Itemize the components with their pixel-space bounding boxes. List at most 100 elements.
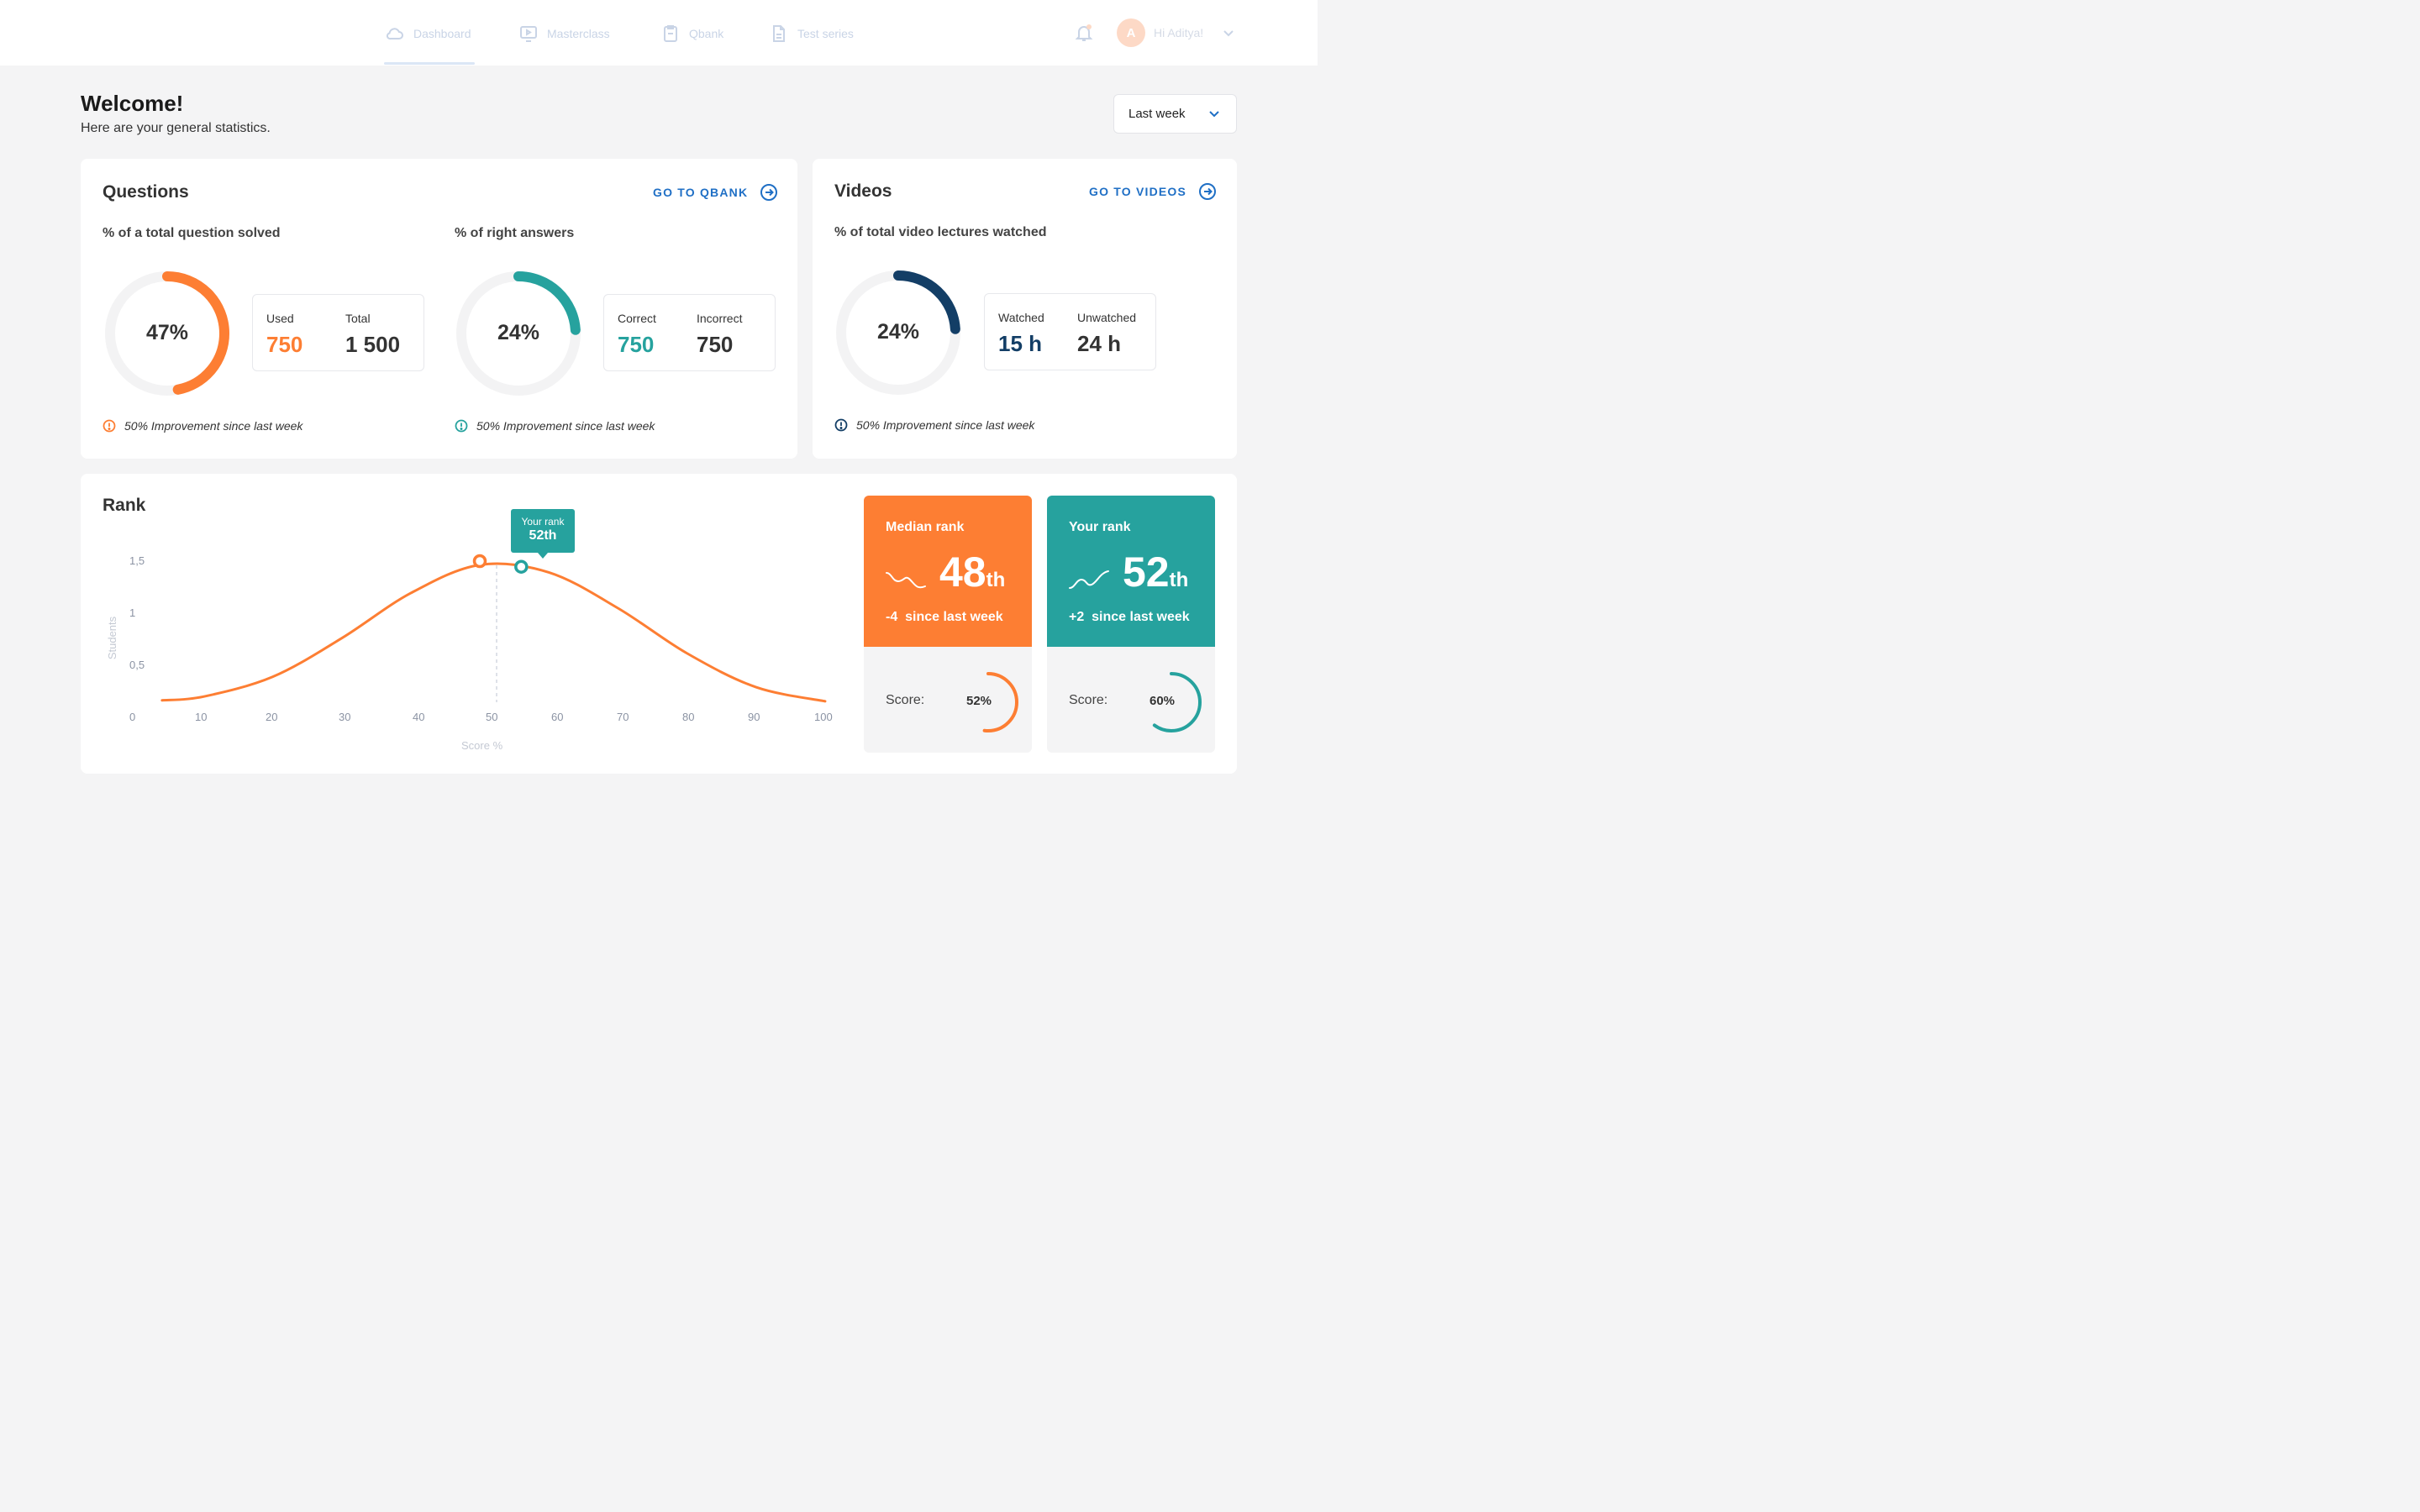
right-answers-stats-box: Correct 750 Incorrect 750 [603,294,776,371]
period-select-value: Last week [1128,107,1186,121]
nav-test-series[interactable]: Test series [769,24,854,44]
videos-percent: 24% [876,320,920,344]
videos-title: Videos [834,181,892,201]
document-icon [773,25,785,42]
bell-icon[interactable] [1074,23,1094,43]
go-to-videos-link[interactable]: GO TO VIDEOS [1089,182,1217,201]
y-tick-0-5: 0,5 [129,659,145,671]
page-title: Welcome! [81,91,184,116]
median-score-arc [958,672,1018,732]
tooltip-value: 52th [529,528,557,543]
tooltip-label: Your rank [521,516,565,528]
nav-qbank[interactable]: Qbank [660,24,723,44]
x-tick-40: 40 [413,711,425,723]
videos-improvement-text: 50% Improvement since last week [856,418,1035,432]
questions-title: Questions [103,182,189,202]
right-answers-donut-arc [456,271,581,396]
video-icon [520,26,537,42]
x-tick-60: 60 [551,711,564,723]
median-rank-delta: -4 [886,610,898,624]
your-score-arc [1141,672,1202,732]
x-tick-100: 100 [814,711,833,723]
x-tick-90: 90 [748,711,760,723]
alert-circle-icon [834,418,848,432]
y-tick-1-5: 1,5 [129,554,145,567]
right-answers-donut [456,271,581,396]
trend-up-icon [1069,570,1109,589]
alert-circle-icon [103,419,116,433]
page-subtitle: Here are your general statistics. [81,121,271,135]
cloud-icon [386,28,403,40]
arrow-right-circle-icon [760,184,778,201]
x-tick-10: 10 [195,711,208,723]
median-score-label: Score: [886,693,925,707]
videos-donut [836,270,960,395]
watched-value: 15 h [998,331,1043,356]
nav-test-series-label: Test series [797,27,854,40]
rank-title: Rank [103,496,146,515]
nav-dashboard-label: Dashboard [413,27,471,40]
chevron-down-icon[interactable] [1223,27,1234,39]
right-answers-improvement: 50% Improvement since last week [455,419,655,433]
questions-card: Questions GO TO QBANK % of a total quest… [81,159,797,459]
your-rank-change-text: since last week [1092,610,1190,624]
nav-active-indicator [384,62,475,65]
your-rank-tile: Your rank 52th +2 since last week Score:… [1047,496,1215,753]
total-label: Total [345,312,371,325]
watched-label: Watched [998,311,1044,324]
x-tick-20: 20 [266,711,278,723]
median-rank-title: Median rank [886,520,965,534]
median-score-value: 52% [966,694,992,708]
your-score-ring [1141,672,1202,732]
videos-improvement: 50% Improvement since last week [834,418,1034,432]
median-rank-header: Median rank 48th -4 since last week [864,496,1032,647]
nav-masterclass[interactable]: Masterclass [518,24,610,44]
right-answers-percent: 24% [497,321,540,344]
solved-donut [105,271,229,396]
nav-dashboard[interactable]: Dashboard [385,24,471,44]
user-greeting[interactable]: Hi Aditya! [1154,26,1204,39]
go-to-videos-label: GO TO VIDEOS [1089,185,1187,198]
median-rank-tile: Median rank 48th -4 since last week Scor… [864,496,1032,753]
go-to-qbank-label: GO TO QBANK [653,186,749,199]
correct-value: 750 [618,332,655,357]
trend-down-icon [886,572,926,589]
your-rank-title: Your rank [1069,520,1131,534]
go-to-qbank-link[interactable]: GO TO QBANK [653,183,778,202]
median-rank-value: 48th [939,551,1005,593]
median-rank-change: -4 since last week [886,610,1003,625]
nav-masterclass-label: Masterclass [547,27,610,40]
videos-donut-arc [836,270,960,395]
incorrect-value: 750 [697,332,734,357]
your-score-label: Score: [1069,693,1108,707]
median-rank-suffix: th [986,569,1006,591]
x-tick-70: 70 [617,711,629,723]
unwatched-label: Unwatched [1077,311,1137,324]
x-tick-50: 50 [486,711,498,723]
arrow-right-circle-icon [1199,183,1217,200]
your-rank-header: Your rank 52th +2 since last week [1047,496,1215,647]
solved-stats-box: Used 750 Total 1 500 [252,294,424,371]
your-rank-tooltip: Your rank 52th [511,509,575,559]
total-value: 1 500 [345,332,401,357]
incorrect-label: Incorrect [697,312,743,325]
avatar[interactable]: A [1117,18,1145,47]
period-select[interactable]: Last week [1113,94,1237,134]
right-answers-improvement-text: 50% Improvement since last week [476,419,655,433]
x-tick-30: 30 [339,711,351,723]
chevron-down-icon [1209,111,1219,118]
solved-label: % of a total question solved [103,226,281,240]
alert-circle-icon [455,419,468,433]
your-rank-suffix: th [1169,569,1189,591]
median-rank-number: 48 [939,549,986,596]
used-label: Used [266,312,294,325]
your-rank-delta: +2 [1069,610,1085,624]
your-rank-number: 52 [1123,549,1170,596]
clipboard-icon [664,25,677,42]
solved-donut-arc [105,271,229,396]
used-value: 750 [266,332,303,357]
videos-watched-label: % of total video lectures watched [834,225,1047,239]
solved-percent: 47% [145,321,189,344]
videos-stats-box: Watched 15 h Unwatched 24 h [984,293,1156,370]
x-axis-title: Score % [461,739,503,752]
